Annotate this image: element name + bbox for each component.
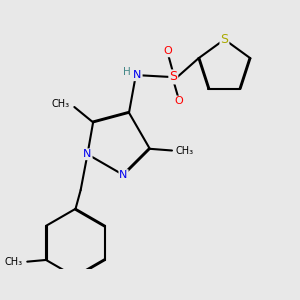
- Text: N: N: [83, 149, 92, 159]
- Text: S: S: [220, 33, 229, 46]
- Text: CH₃: CH₃: [51, 99, 69, 109]
- Text: O: O: [164, 46, 172, 56]
- Text: N: N: [119, 170, 128, 180]
- Text: S: S: [169, 70, 177, 83]
- Text: O: O: [174, 97, 183, 106]
- Text: CH₃: CH₃: [4, 257, 22, 267]
- Text: H: H: [123, 67, 131, 77]
- Text: N: N: [133, 70, 142, 80]
- Text: CH₃: CH₃: [176, 146, 194, 155]
